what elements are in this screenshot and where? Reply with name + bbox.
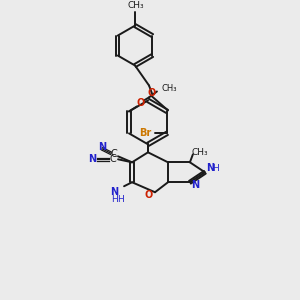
Text: N: N — [191, 180, 199, 190]
Text: Br: Br — [139, 128, 151, 138]
Text: C: C — [110, 154, 116, 164]
Text: CH₃: CH₃ — [162, 84, 177, 93]
Text: N: N — [98, 142, 106, 152]
Text: H: H — [117, 195, 123, 204]
Text: C: C — [111, 149, 118, 159]
Text: CH₃: CH₃ — [192, 148, 208, 157]
Text: H: H — [212, 164, 219, 173]
Text: O: O — [148, 88, 156, 98]
Text: O: O — [145, 190, 153, 200]
Text: CH₃: CH₃ — [128, 1, 144, 10]
Text: N: N — [88, 154, 96, 164]
Text: H: H — [111, 195, 118, 204]
Text: O: O — [137, 98, 145, 108]
Text: N: N — [110, 187, 118, 197]
Text: N: N — [206, 163, 214, 173]
